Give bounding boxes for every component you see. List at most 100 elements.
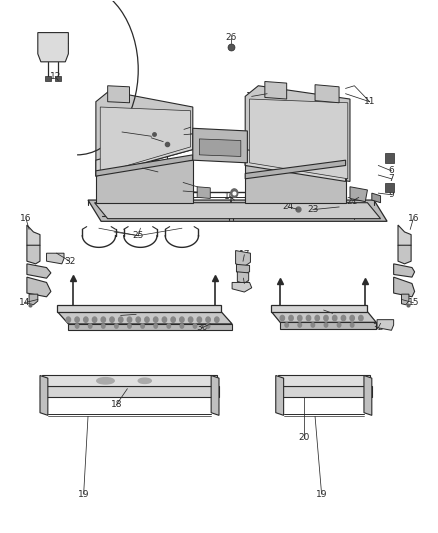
FancyBboxPatch shape (55, 76, 61, 82)
FancyBboxPatch shape (385, 182, 394, 192)
Circle shape (180, 324, 184, 328)
Text: 27: 27 (177, 178, 189, 187)
Text: 3: 3 (118, 311, 124, 320)
Text: 9: 9 (389, 190, 394, 199)
Text: 26: 26 (226, 34, 237, 43)
Polygon shape (372, 193, 381, 203)
Circle shape (337, 323, 341, 327)
Circle shape (206, 317, 210, 322)
Circle shape (359, 316, 363, 321)
Polygon shape (245, 86, 350, 181)
Circle shape (115, 324, 118, 328)
FancyBboxPatch shape (45, 76, 51, 82)
Text: 32: 32 (239, 279, 250, 288)
Text: 13: 13 (246, 92, 258, 101)
Polygon shape (364, 375, 372, 415)
Text: 20: 20 (298, 433, 310, 442)
Ellipse shape (138, 378, 151, 383)
Text: 32: 32 (373, 323, 384, 332)
Circle shape (285, 323, 288, 327)
Circle shape (231, 189, 238, 197)
Circle shape (75, 317, 79, 322)
Polygon shape (245, 165, 346, 203)
Circle shape (101, 317, 106, 322)
Polygon shape (272, 305, 367, 312)
Ellipse shape (97, 377, 114, 384)
Polygon shape (232, 282, 252, 292)
Polygon shape (245, 150, 346, 181)
Circle shape (141, 324, 145, 328)
Polygon shape (250, 99, 348, 179)
Circle shape (341, 316, 346, 321)
Circle shape (167, 324, 170, 328)
Polygon shape (88, 200, 387, 221)
Circle shape (66, 317, 71, 322)
Text: 32: 32 (64, 257, 75, 265)
Polygon shape (276, 386, 372, 397)
Polygon shape (100, 107, 191, 173)
Text: 4: 4 (148, 133, 154, 142)
Polygon shape (40, 375, 48, 415)
Circle shape (102, 324, 105, 328)
Polygon shape (315, 85, 339, 103)
Text: 24: 24 (283, 203, 293, 212)
Circle shape (311, 323, 314, 327)
Polygon shape (402, 294, 409, 305)
Text: 21: 21 (346, 197, 358, 206)
Circle shape (128, 324, 131, 328)
Text: 5: 5 (140, 164, 145, 173)
Circle shape (289, 316, 293, 321)
Text: 28: 28 (177, 187, 189, 196)
Polygon shape (27, 225, 40, 248)
Polygon shape (57, 305, 221, 312)
Text: 19: 19 (316, 489, 327, 498)
Circle shape (306, 316, 311, 321)
Polygon shape (27, 264, 51, 278)
Polygon shape (96, 134, 193, 176)
Circle shape (180, 317, 184, 322)
Polygon shape (278, 375, 370, 386)
Circle shape (145, 317, 149, 322)
Circle shape (153, 317, 158, 322)
Polygon shape (38, 33, 68, 62)
Circle shape (350, 316, 354, 321)
Polygon shape (95, 203, 381, 219)
Text: 14: 14 (19, 298, 30, 307)
Circle shape (110, 317, 114, 322)
Text: 17: 17 (239, 251, 250, 260)
Circle shape (119, 317, 123, 322)
Text: 8: 8 (321, 305, 327, 314)
Polygon shape (377, 320, 394, 330)
Polygon shape (193, 128, 247, 163)
Circle shape (324, 316, 328, 321)
Polygon shape (197, 187, 210, 198)
Polygon shape (211, 375, 219, 415)
Polygon shape (57, 312, 232, 324)
Circle shape (197, 317, 201, 322)
Polygon shape (245, 160, 346, 179)
Text: 16: 16 (20, 214, 32, 223)
Circle shape (84, 317, 88, 322)
Polygon shape (398, 245, 411, 264)
Circle shape (92, 317, 97, 322)
Circle shape (188, 317, 193, 322)
Polygon shape (276, 375, 284, 415)
Polygon shape (27, 245, 40, 264)
Polygon shape (68, 324, 232, 330)
Text: 10: 10 (224, 192, 236, 201)
FancyBboxPatch shape (385, 154, 394, 163)
Polygon shape (108, 86, 130, 103)
Circle shape (193, 324, 197, 328)
Circle shape (298, 323, 301, 327)
Text: 11: 11 (364, 97, 375, 106)
Text: 22: 22 (117, 127, 128, 136)
Circle shape (206, 324, 210, 328)
Polygon shape (237, 264, 250, 274)
Polygon shape (350, 187, 367, 201)
Text: 15: 15 (407, 298, 419, 307)
Polygon shape (42, 375, 217, 386)
Circle shape (324, 323, 328, 327)
Polygon shape (29, 294, 38, 305)
Circle shape (215, 317, 219, 322)
Circle shape (154, 324, 157, 328)
